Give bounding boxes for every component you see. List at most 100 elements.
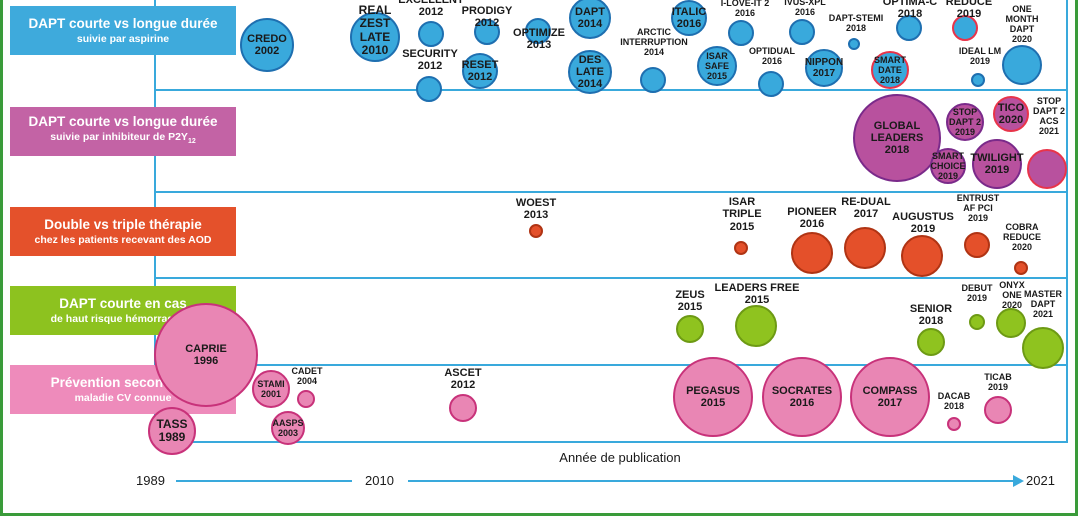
study-label: NIPPON 2017 [804, 56, 844, 79]
category-subtitle: suivie par inhibiteur de P2Y12 [50, 130, 196, 146]
study-bubble: TWILIGHT 2019 [970, 139, 1024, 189]
axis-arrow-head [1013, 475, 1024, 487]
study-label: DAPT-STEMI 2018 [828, 13, 884, 34]
study-bubble [844, 227, 886, 269]
study-bubble: TICO 2020 [993, 96, 1029, 132]
study-label: ONE MONTH DAPT 2020 [1005, 4, 1039, 45]
category-subtitle: suivie par aspirine [76, 32, 170, 45]
study-label: SECURITY 2012 [402, 48, 458, 73]
study-bubble [984, 396, 1012, 424]
study-bubble [449, 394, 477, 422]
study-label: ZEUS 2015 [675, 289, 705, 314]
study-bubble [917, 328, 945, 356]
study-label: ONYX ONE 2020 [999, 280, 1025, 311]
band-divider-line [155, 277, 1068, 279]
study-bubble [1002, 45, 1042, 85]
study-bubble [416, 76, 442, 102]
study-label: AUGUSTUS 2019 [892, 211, 954, 236]
study-label: TASS 1989 [156, 416, 188, 444]
study-bubble [969, 314, 985, 330]
study-label: STAMI 2001 [257, 378, 285, 399]
study-label: EXCELLENT 2012 [398, 0, 464, 19]
study-bubble: PEGASUS 2015 [673, 357, 753, 437]
study-bubble: STAMI 2001 [252, 370, 290, 408]
study-label: COMPASS 2017 [862, 384, 918, 409]
study-label: AASPS 2003 [272, 417, 304, 438]
study-bubble [350, 12, 400, 62]
study-label: PIONEER 2016 [787, 206, 837, 231]
category-subscript: 12 [187, 138, 196, 146]
study-label: DACAB 2018 [937, 391, 971, 412]
category-subtitle: maladie CV connue [74, 391, 172, 404]
study-bubble [418, 21, 444, 47]
study-label: ISAR TRIPLE 2015 [722, 196, 762, 233]
study-bubble [1014, 261, 1028, 275]
study-bubble: DES LATE 2014 [568, 50, 612, 94]
study-label: REAL ZEST LATE 2010 [358, 3, 392, 58]
study-label: CAPRIE 1996 [185, 342, 227, 367]
study-bubble: ITALIC 2016 [671, 0, 707, 36]
study-bubble [758, 71, 784, 97]
study-label: OPTIMIZE 2013 [513, 27, 565, 52]
band-divider-line [155, 89, 1068, 91]
study-bubble [297, 390, 315, 408]
study-label: LEADERS FREE 2015 [714, 282, 800, 307]
study-bubble: SMART CHOICE 2019 [930, 148, 966, 184]
study-bubble [728, 20, 754, 46]
study-label: STOP DAPT 2 2019 [948, 106, 981, 138]
study-label: TWILIGHT 2019 [970, 151, 1024, 176]
study-label: TICAB 2019 [984, 372, 1012, 393]
study-bubble [734, 241, 748, 255]
study-bubble: COMPASS 2017 [850, 357, 930, 437]
study-label: RESET 2012 [461, 58, 499, 83]
study-label: STOP DAPT 2 ACS 2021 [1032, 96, 1065, 137]
study-bubble: GLOBAL LEADERS 2018 [853, 94, 941, 182]
band-divider-line [155, 191, 1068, 193]
study-bubble [848, 38, 860, 50]
category-label-3: Double vs triple thérapie chez les patien… [10, 207, 236, 256]
study-bubble [1027, 149, 1067, 189]
study-bubble: CREDO 2002 [240, 18, 294, 72]
study-label: MASTER DAPT 2021 [1024, 289, 1062, 320]
study-label: DAPT 2014 [575, 5, 605, 30]
study-bubble [971, 73, 985, 87]
study-label: SMART CHOICE 2019 [930, 150, 966, 182]
study-bubble [525, 18, 551, 44]
study-label: IVUS-XPL 2016 [784, 0, 826, 18]
study-label: WOEST 2013 [515, 197, 557, 222]
study-bubble: SOCRATES 2016 [762, 357, 842, 437]
study-bubble [896, 15, 922, 41]
study-label: DES LATE 2014 [576, 53, 604, 91]
axis-start-label: 1989 [136, 473, 165, 488]
study-label: SENIOR 2018 [909, 303, 953, 328]
study-label: RE-DUAL 2017 [841, 196, 891, 221]
category-subtitle: chez les patients recevant des AOD [34, 233, 212, 246]
study-label: CADET 2004 [291, 366, 323, 387]
study-label: CREDO 2002 [247, 32, 287, 57]
band-right-edge [1066, 0, 1068, 441]
study-bubble: STOP DAPT 2 2019 [946, 103, 984, 141]
axis-line-right [408, 480, 1014, 482]
study-bubble [676, 315, 704, 343]
study-bubble [901, 235, 943, 277]
study-bubble [1022, 327, 1064, 369]
axis-end-label: 2021 [1026, 473, 1055, 488]
study-bubble: NIPPON 2017 [805, 49, 843, 87]
study-bubble: TASS 1989 [148, 407, 196, 455]
band-divider-line [155, 441, 1068, 443]
study-label: IDEAL LM 2019 [958, 46, 1002, 67]
study-label: REDUCE 2019 [945, 0, 993, 21]
study-label: COBRA REDUCE 2020 [1002, 222, 1041, 253]
study-label: OPTIDUAL 2016 [749, 46, 795, 67]
study-bubble [964, 232, 990, 258]
category-label-1: DAPT courte vs longue durée suivie par as… [10, 6, 236, 55]
study-bubble [791, 232, 833, 274]
category-title: Double vs triple thérapie [44, 216, 202, 232]
study-label: ASCET 2012 [444, 367, 482, 392]
axis-middle-label: 2010 [365, 473, 394, 488]
study-label: PEGASUS 2015 [686, 384, 740, 409]
study-bubble: RESET 2012 [462, 53, 498, 89]
axis-title: Année de publication [559, 450, 681, 465]
